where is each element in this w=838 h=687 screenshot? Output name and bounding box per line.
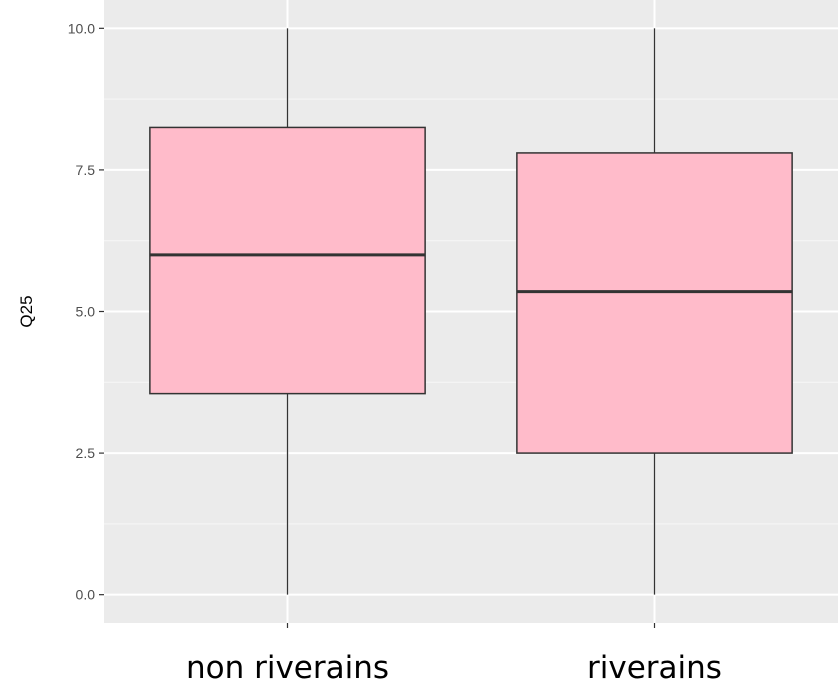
y-tick-label: 2.5: [76, 445, 96, 461]
x-category-label: riverains: [587, 650, 722, 686]
x-category-label: non riverains: [186, 650, 389, 686]
y-axis: 0.0 2.5 5.0 7.5 10.0: [68, 20, 104, 603]
box-iqr: [516, 152, 793, 454]
y-tick-label: 0.0: [76, 587, 96, 603]
box-riverains: [516, 28, 793, 595]
box-iqr: [149, 126, 426, 395]
x-axis: non riverains riverains: [186, 623, 722, 686]
y-tick-label: 5.0: [76, 304, 96, 320]
y-axis-label: Q25: [17, 295, 36, 327]
box-non-riverains: [149, 28, 426, 595]
y-tick-label: 7.5: [76, 162, 96, 178]
y-tick-label: 10.0: [68, 20, 95, 36]
boxes-layer: [149, 28, 793, 595]
